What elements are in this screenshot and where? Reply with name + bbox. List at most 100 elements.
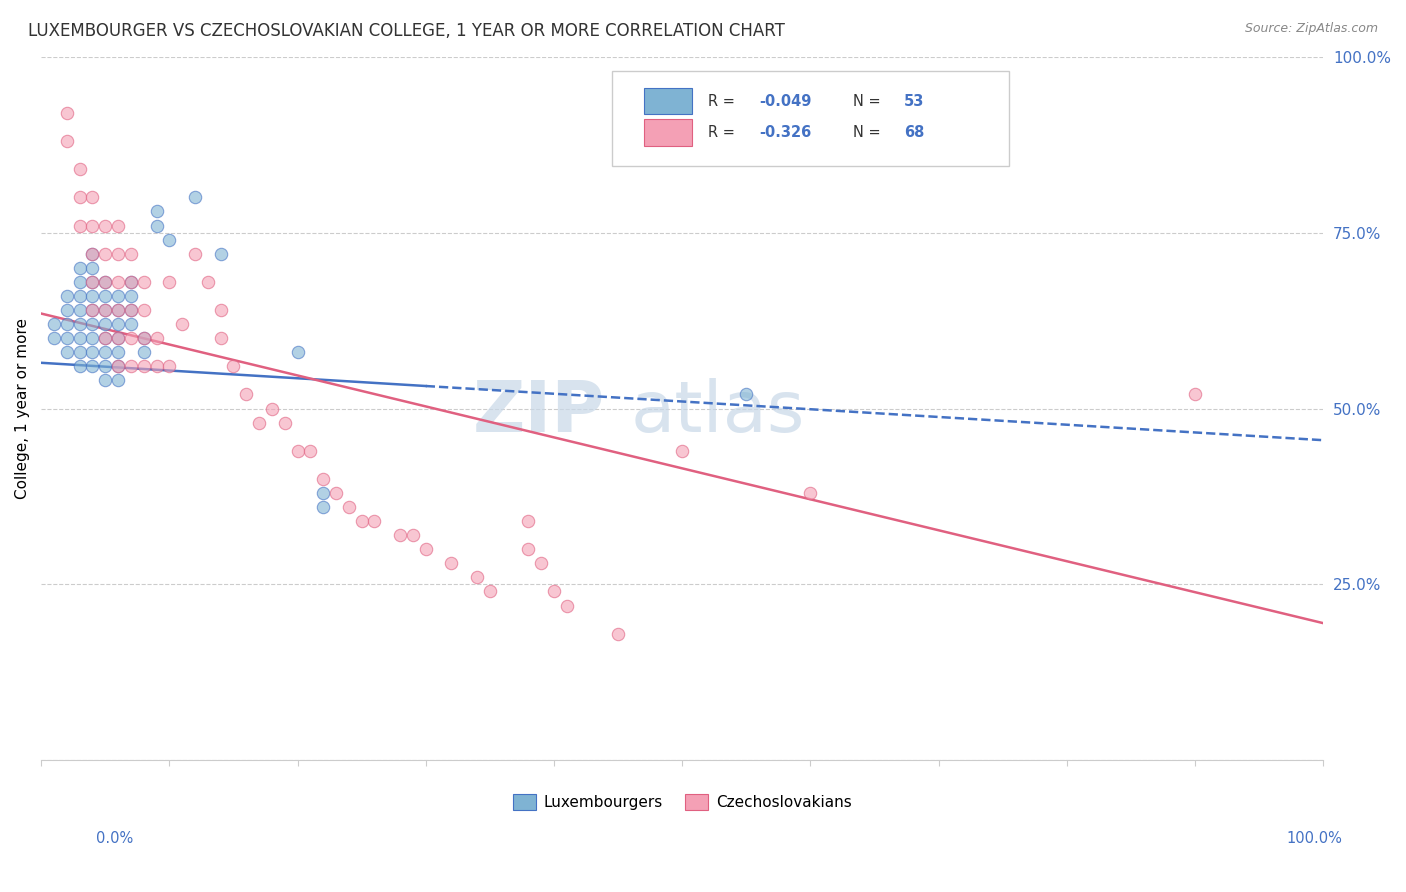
Y-axis label: College, 1 year or more: College, 1 year or more: [15, 318, 30, 499]
Text: R =: R =: [707, 94, 740, 109]
Legend: Luxembourgers, Czechoslovakians: Luxembourgers, Czechoslovakians: [506, 788, 858, 816]
Point: [735, 387, 758, 401]
Point: [157, 275, 180, 289]
Point: [55, 303, 77, 318]
Point: [94, 303, 117, 318]
Point: [69, 303, 91, 318]
Point: [145, 219, 167, 233]
Point: [120, 275, 142, 289]
Point: [465, 570, 488, 584]
Point: [350, 514, 373, 528]
Text: -0.049: -0.049: [759, 94, 811, 109]
Point: [132, 331, 155, 345]
Point: [260, 401, 283, 416]
Point: [94, 289, 117, 303]
Point: [94, 345, 117, 359]
Point: [82, 246, 104, 260]
Point: [94, 275, 117, 289]
Point: [107, 289, 129, 303]
Point: [120, 317, 142, 331]
FancyBboxPatch shape: [644, 87, 692, 114]
Point: [120, 303, 142, 318]
Text: R =: R =: [707, 125, 740, 140]
Point: [107, 303, 129, 318]
Point: [120, 275, 142, 289]
Point: [312, 486, 335, 500]
Text: Source: ZipAtlas.com: Source: ZipAtlas.com: [1244, 22, 1378, 36]
Text: 0.0%: 0.0%: [96, 831, 132, 846]
Point: [157, 359, 180, 374]
Point: [42, 317, 65, 331]
Point: [235, 387, 257, 401]
Point: [82, 219, 104, 233]
Point: [55, 134, 77, 148]
Point: [82, 359, 104, 374]
Point: [222, 359, 245, 374]
Point: [389, 528, 412, 542]
Point: [555, 599, 578, 613]
Point: [69, 289, 91, 303]
Point: [402, 528, 425, 542]
Point: [94, 373, 117, 387]
Point: [69, 260, 91, 275]
Point: [172, 317, 194, 331]
Point: [94, 317, 117, 331]
Point: [107, 373, 129, 387]
Point: [799, 486, 821, 500]
Point: [69, 219, 91, 233]
Point: [517, 514, 540, 528]
Point: [415, 542, 437, 557]
Point: [145, 359, 167, 374]
Text: -0.326: -0.326: [759, 125, 811, 140]
Point: [107, 359, 129, 374]
Point: [82, 317, 104, 331]
Point: [82, 289, 104, 303]
Point: [145, 331, 167, 345]
Point: [363, 514, 385, 528]
Point: [69, 331, 91, 345]
Point: [197, 275, 219, 289]
Point: [120, 331, 142, 345]
Point: [543, 584, 565, 599]
Point: [42, 331, 65, 345]
Point: [132, 303, 155, 318]
Point: [55, 106, 77, 120]
Point: [82, 303, 104, 318]
Point: [107, 345, 129, 359]
Point: [530, 557, 553, 571]
Text: N =: N =: [852, 125, 884, 140]
Point: [478, 584, 501, 599]
Point: [107, 359, 129, 374]
Point: [94, 331, 117, 345]
Point: [94, 359, 117, 374]
Point: [107, 331, 129, 345]
FancyBboxPatch shape: [644, 120, 692, 146]
Point: [287, 443, 309, 458]
Point: [107, 303, 129, 318]
Point: [55, 345, 77, 359]
Point: [145, 204, 167, 219]
Point: [517, 542, 540, 557]
Text: 100.0%: 100.0%: [1286, 831, 1343, 846]
Point: [209, 303, 232, 318]
Point: [55, 331, 77, 345]
Point: [209, 246, 232, 260]
Point: [94, 219, 117, 233]
Point: [274, 416, 297, 430]
Point: [440, 557, 463, 571]
Point: [107, 246, 129, 260]
Point: [82, 246, 104, 260]
Point: [312, 472, 335, 486]
Point: [184, 190, 207, 204]
Point: [69, 162, 91, 177]
Point: [209, 331, 232, 345]
Point: [120, 289, 142, 303]
Point: [94, 303, 117, 318]
Point: [82, 275, 104, 289]
Point: [325, 486, 347, 500]
Point: [82, 303, 104, 318]
Point: [287, 345, 309, 359]
Point: [107, 219, 129, 233]
Text: atlas: atlas: [631, 377, 806, 447]
Point: [607, 626, 630, 640]
